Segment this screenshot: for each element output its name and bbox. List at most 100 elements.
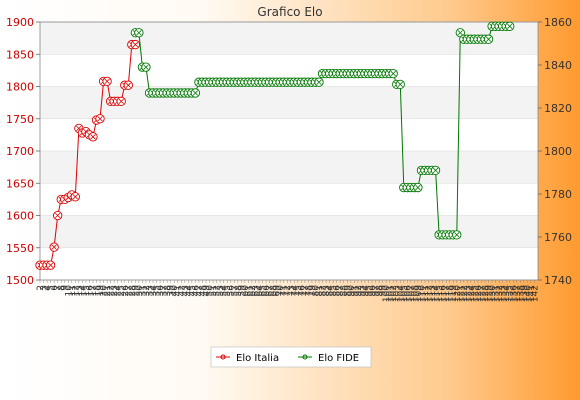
x-tick-label: 62 <box>248 285 258 296</box>
x-tick-label: 9 <box>61 285 71 291</box>
x-tick-label: 84 <box>326 285 336 297</box>
x-tick-label: 141 <box>527 285 537 302</box>
x-tick-label: 30 <box>135 285 145 297</box>
x-tick-label: 77 <box>301 285 311 296</box>
x-tick-label: 7 <box>54 285 64 291</box>
x-tick-label: 117 <box>442 285 452 302</box>
y-left-tick-label: 1650 <box>6 177 34 190</box>
x-tick-label: 104 <box>396 285 406 302</box>
x-tick-label: 96 <box>368 285 378 297</box>
x-tick-label: 132 <box>495 285 505 302</box>
data-point-cross <box>457 30 463 36</box>
x-tick-label: 87 <box>336 285 346 296</box>
x-tick-label: 66 <box>262 285 272 297</box>
x-tick-label: 46 <box>191 285 201 297</box>
x-tick-label: 35 <box>153 285 163 296</box>
x-tick-label: 26 <box>121 285 131 297</box>
data-point-cross <box>316 79 322 85</box>
x-tick-label: 116 <box>439 285 449 302</box>
data-point-cross <box>143 64 149 70</box>
legend: Elo Italia Elo FIDE <box>210 346 372 368</box>
data-point-cross <box>136 30 142 36</box>
y-left-tick-label: 1750 <box>6 113 34 126</box>
chart-title: Grafico Elo <box>257 5 322 19</box>
x-tick-label: 52 <box>213 285 223 296</box>
y-left-tick-label: 1800 <box>6 81 34 94</box>
y-right-tick-label: 1820 <box>544 102 572 115</box>
data-point-cross <box>125 82 131 88</box>
data-point-cross <box>76 125 82 132</box>
x-tick-label: 110 <box>417 285 427 302</box>
x-tick-label: 39 <box>167 285 177 297</box>
x-tick-label: 92 <box>354 285 364 296</box>
x-tick-label: 122 <box>460 285 470 302</box>
x-tick-label: 108 <box>410 285 420 302</box>
y-left-tick-label: 1850 <box>6 48 34 61</box>
data-point-cross <box>97 116 103 122</box>
x-tick-label: 124 <box>467 285 477 302</box>
x-axis-ticks: 2345678910111213141516171819202122232425… <box>36 280 540 302</box>
x-tick-label: 70 <box>276 285 286 297</box>
x-tick-label: 119 <box>449 285 459 302</box>
x-tick-label: 101 <box>386 285 396 302</box>
x-tick-label: 73 <box>287 285 297 296</box>
data-point-cross <box>397 81 403 88</box>
y-right-tick-label: 1840 <box>544 59 572 72</box>
x-tick-label: 99 <box>379 285 389 297</box>
x-tick-label: 78 <box>304 285 314 297</box>
x-tick-label: 139 <box>520 285 530 302</box>
data-point-cross <box>83 128 89 135</box>
x-tick-label: 120 <box>453 285 463 302</box>
y-left-tick-label: 1500 <box>6 274 34 287</box>
y-left-tick-label: 1600 <box>6 210 34 223</box>
y-axis-left-ticks: 1500 1550 1600 1650 1700 1750 1800 1850 1900 <box>6 16 40 287</box>
x-tick-label: 59 <box>237 285 247 297</box>
data-point-cross <box>132 41 139 48</box>
plot-band <box>40 118 538 151</box>
y-left-tick-label: 1900 <box>6 16 34 29</box>
x-tick-label: 34 <box>149 285 159 297</box>
x-tick-label: 74 <box>290 285 300 297</box>
y-right-tick-label: 1760 <box>544 231 572 244</box>
data-point-cross <box>432 167 439 174</box>
plot-band <box>40 151 538 184</box>
x-tick-label: 121 <box>456 285 466 302</box>
x-tick-label: 102 <box>389 285 399 302</box>
x-tick-label: 98 <box>375 285 385 297</box>
x-tick-label: 69 <box>273 285 283 297</box>
x-tick-label: 130 <box>488 285 498 302</box>
y-left-tick-label: 1700 <box>6 145 34 158</box>
x-tick-label: 97 <box>372 285 382 296</box>
legend-label-elo-fide: Elo FIDE <box>318 353 359 364</box>
plot-band <box>40 215 538 248</box>
x-tick-label: 136 <box>509 285 519 302</box>
data-point-cross <box>51 244 57 250</box>
plot-band <box>40 22 538 55</box>
x-tick-label: 2 <box>36 285 46 291</box>
x-tick-label: 135 <box>506 285 516 302</box>
x-tick-label: 38 <box>163 285 173 297</box>
x-tick-label: 31 <box>138 285 148 296</box>
x-tick-label: 54 <box>220 285 230 297</box>
x-tick-label: 44 <box>184 285 194 297</box>
x-tick-label: 21 <box>103 285 113 296</box>
x-tick-label: 14 <box>78 285 88 297</box>
data-point-cross <box>118 98 124 105</box>
x-tick-label: 100 <box>382 285 392 302</box>
data-point-cross <box>415 184 421 191</box>
x-tick-label: 50 <box>206 285 216 297</box>
x-tick-label: 113 <box>428 285 438 302</box>
x-tick-label: 142 <box>530 285 540 302</box>
x-tick-label: 107 <box>407 285 417 302</box>
legend-marker-elo-fide <box>302 354 308 360</box>
y-left-tick-label: 1550 <box>6 242 34 255</box>
y-right-tick-label: 1800 <box>544 145 572 158</box>
x-tick-label: 82 <box>319 285 329 296</box>
x-tick-label: 61 <box>244 285 254 296</box>
x-tick-label: 16 <box>85 285 95 297</box>
x-tick-label: 60 <box>241 285 251 297</box>
x-tick-label: 51 <box>209 285 219 296</box>
y-right-tick-label: 1780 <box>544 188 572 201</box>
